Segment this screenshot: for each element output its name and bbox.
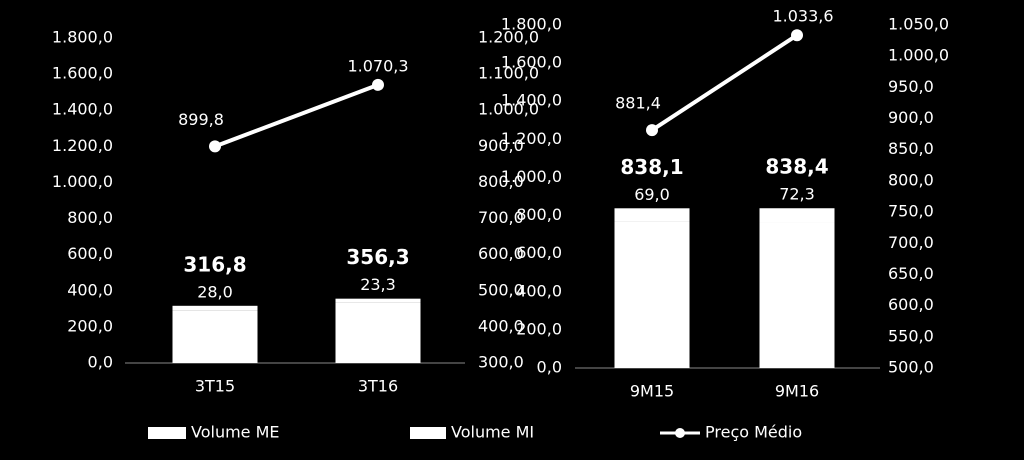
y-tick-label: 1.400,0 (501, 91, 562, 110)
y2-tick-label: 600,0 (888, 295, 934, 314)
y2-tick-label: 550,0 (888, 326, 934, 345)
y2-tick-label: 800,0 (478, 172, 524, 191)
total-label: 838,4 (765, 155, 828, 179)
y-tick-label: 200,0 (67, 316, 113, 335)
legend-label: Volume ME (191, 423, 280, 442)
bar-segment (759, 222, 835, 368)
y2-tick-label: 850,0 (888, 139, 934, 158)
y2-tick-label: 900,0 (478, 136, 524, 155)
data-label: 23,3 (360, 275, 396, 294)
y-tick-label: 1.600,0 (52, 64, 113, 83)
line-marker (791, 29, 803, 42)
y2-tick-label: 750,0 (888, 202, 934, 221)
bar-segment (759, 208, 835, 223)
y2-tick-label: 600,0 (478, 244, 524, 263)
line (214, 82, 379, 149)
data-label: 28,0 (197, 282, 233, 301)
y2-tick-label: 500,0 (478, 280, 524, 299)
total-label: 356,3 (346, 245, 409, 269)
y2-tick-label: 1.000,0 (888, 46, 949, 65)
y-tick-label: 1.800,0 (501, 15, 562, 34)
y-tick-label: 1.400,0 (52, 100, 113, 119)
y-tick-label: 1.000,0 (501, 167, 562, 186)
y2-tick-label: 1.000,0 (478, 100, 539, 119)
total-label: 316,8 (183, 252, 246, 276)
y2-tick-label: 1.050,0 (888, 15, 949, 34)
y-tick-label: 600,0 (516, 243, 562, 262)
y2-tick-label: 1.200,0 (478, 28, 539, 47)
y-tick-label: 200,0 (516, 319, 562, 338)
data-label: 1.070,3 (347, 56, 408, 75)
bar-segment (614, 208, 690, 222)
y-tick-label: 1.200,0 (52, 136, 113, 155)
x-tick-label: 3T16 (358, 377, 398, 396)
legend-label: Volume MI (451, 423, 534, 442)
y2-tick-label: 800,0 (888, 170, 934, 189)
bar-segment (172, 305, 258, 311)
total-label: 838,1 (620, 155, 683, 179)
line-marker (372, 78, 384, 91)
line (650, 33, 799, 132)
y-tick-label: 400,0 (67, 280, 113, 299)
bar-segment (614, 221, 690, 368)
y2-tick-label: 300,0 (478, 353, 524, 372)
y2-tick-label: 900,0 (888, 108, 934, 127)
legend-swatch (148, 427, 186, 439)
y-tick-label: 1.600,0 (501, 53, 562, 72)
y2-tick-label: 700,0 (478, 208, 524, 227)
bar-segment (335, 302, 421, 363)
legend-marker (675, 428, 685, 438)
data-label: 881,4 (615, 94, 661, 113)
y-tick-label: 600,0 (67, 244, 113, 263)
y2-tick-label: 650,0 (888, 264, 934, 283)
x-tick-label: 3T15 (195, 377, 235, 396)
bar-segment (335, 298, 421, 303)
x-tick-label: 9M15 (630, 382, 674, 401)
y-tick-label: 800,0 (516, 205, 562, 224)
y-tick-label: 0,0 (88, 353, 113, 372)
line-marker (646, 124, 658, 137)
y2-tick-label: 1.100,0 (478, 64, 539, 83)
x-tick-label: 9M16 (775, 382, 819, 401)
y2-tick-label: 500,0 (888, 358, 934, 377)
y-tick-label: 0,0 (537, 358, 562, 377)
data-label: 899,8 (178, 110, 224, 129)
y-tick-label: 1.800,0 (52, 28, 113, 47)
bar-segment (172, 310, 258, 363)
y2-tick-label: 400,0 (478, 316, 524, 335)
y2-tick-label: 950,0 (888, 77, 934, 96)
y2-tick-label: 700,0 (888, 233, 934, 252)
legend-swatch (410, 427, 446, 439)
data-label: 1.033,6 (772, 7, 833, 26)
legend-label: Preço Médio (705, 423, 802, 442)
data-label: 72,3 (779, 185, 815, 204)
y-tick-label: 800,0 (67, 208, 113, 227)
data-label: 69,0 (634, 185, 670, 204)
y-tick-label: 1.200,0 (501, 129, 562, 148)
y-tick-label: 400,0 (516, 281, 562, 300)
line-marker (209, 140, 221, 153)
y-tick-label: 1.000,0 (52, 172, 113, 191)
